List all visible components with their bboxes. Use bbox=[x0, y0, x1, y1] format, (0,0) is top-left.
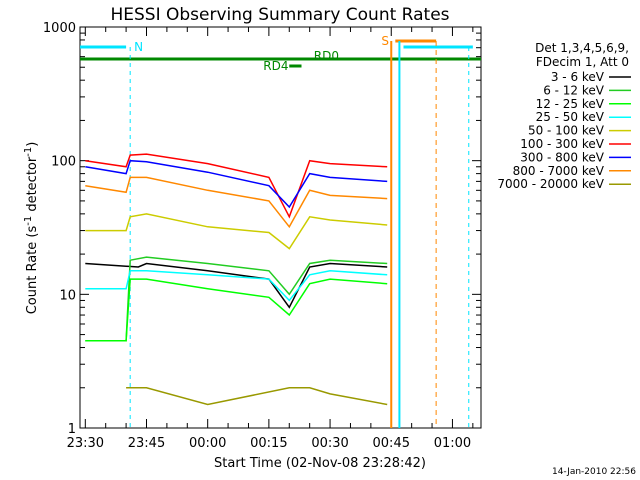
legend-entry-label: 800 - 7000 keV bbox=[513, 164, 605, 178]
plot-frame bbox=[79, 26, 482, 429]
footer-timestamp: 14-Jan-2010 22:56 bbox=[552, 467, 636, 477]
series-line bbox=[126, 387, 388, 406]
legend-entry-label: 300 - 800 keV bbox=[520, 150, 604, 164]
legend-entry-label: 50 - 100 keV bbox=[528, 124, 605, 138]
x-tick-label: 00:45 bbox=[373, 436, 410, 451]
y-tick-label: 1 bbox=[68, 422, 76, 437]
series-line bbox=[85, 153, 388, 219]
y-axis-label: Count Rate (s-1 detector-1) bbox=[23, 142, 40, 315]
series-line bbox=[85, 213, 388, 250]
rd0-flag-label: RD0 bbox=[314, 49, 339, 63]
series-lines bbox=[85, 153, 388, 406]
x-axis: 23:30 23:45 00:00 00:15 00:30 00:45 01:00 bbox=[67, 27, 474, 451]
x-tick-label: 00:00 bbox=[189, 436, 226, 451]
legend-header-2: FDecim 1, Att 0 bbox=[536, 55, 629, 69]
legend-entry-label: 25 - 50 keV bbox=[536, 110, 605, 124]
y-tick-label: 1000 bbox=[43, 21, 76, 36]
rd4-flag-label: RD4 bbox=[263, 59, 288, 73]
y-tick-label: 10 bbox=[59, 288, 76, 303]
legend: Det 1,3,4,5,6,9, FDecim 1, Att 0 3 - 6 k… bbox=[497, 41, 631, 191]
x-tick-label: 23:30 bbox=[67, 436, 104, 451]
x-axis-label: Start Time (02-Nov-08 23:28:42) bbox=[214, 456, 426, 471]
series-line bbox=[85, 270, 388, 302]
night-flag-label: N bbox=[134, 40, 143, 54]
y-axis: 1 10 100 1000 bbox=[43, 21, 481, 437]
legend-entry-label: 12 - 25 keV bbox=[536, 97, 605, 111]
legend-entry-label: 7000 - 20000 keV bbox=[497, 177, 604, 191]
flag-bars: N S RD0 RD4 bbox=[80, 34, 481, 428]
series-line bbox=[85, 278, 388, 342]
legend-header-1: Det 1,3,4,5,6,9, bbox=[535, 41, 629, 55]
x-tick-label: 23:45 bbox=[128, 436, 165, 451]
legend-entry-label: 100 - 300 keV bbox=[520, 137, 604, 151]
series-line bbox=[85, 176, 388, 229]
plot-area: 1 10 100 1000 23:30 23:45 00:00 00:15 00:30 00:4… bbox=[43, 21, 482, 451]
y-tick-label: 100 bbox=[51, 155, 76, 170]
x-tick-label: 00:15 bbox=[250, 436, 287, 451]
x-tick-label: 00:30 bbox=[311, 436, 348, 451]
legend-entry-label: 6 - 12 keV bbox=[543, 83, 605, 97]
series-line bbox=[85, 159, 388, 209]
x-tick-label: 01:00 bbox=[434, 436, 471, 451]
chart-title: HESSI Observing Summary Count Rates bbox=[110, 5, 449, 25]
saa-flag-label: S bbox=[381, 34, 389, 48]
legend-entry-label: 3 - 6 keV bbox=[551, 70, 605, 84]
